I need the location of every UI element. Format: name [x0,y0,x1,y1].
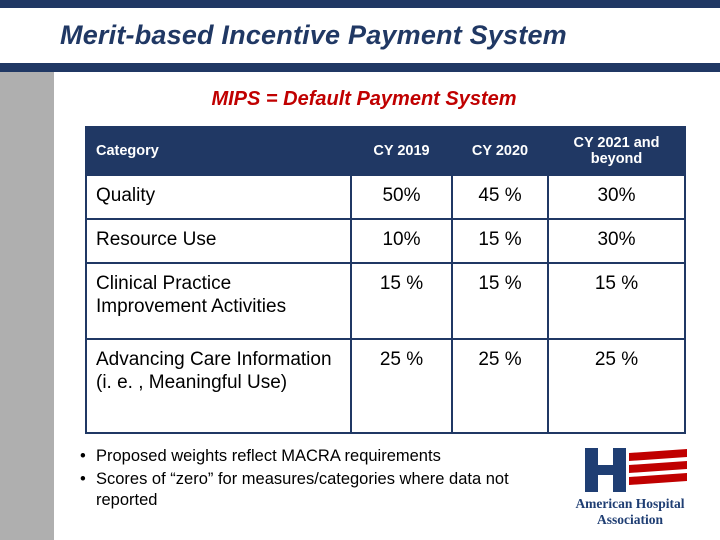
top-border-bar [0,0,720,8]
header-cy2021-beyond: CY 2021 and beyond [547,126,686,176]
bullet-marker: • [80,470,86,489]
bullet-item: • Proposed weights reflect MACRA require… [80,446,545,467]
header-cy2019: CY 2019 [350,126,453,176]
table-row-clinical-practice: Clinical Practice Improvement Activities… [85,262,686,340]
bullet-text: Scores of “zero” for measures/categories… [96,470,509,510]
value-cell: 30% [547,218,686,264]
mips-weights-table: Category CY 2019 CY 2020 CY 2021 and bey… [85,126,686,434]
category-cell: Resource Use [85,218,352,264]
bullet-text: Proposed weights reflect MACRA requireme… [96,447,441,465]
bullet-list: • Proposed weights reflect MACRA require… [80,446,545,513]
header-category: Category [85,126,352,176]
value-cell: 30% [547,174,686,220]
category-cell: Clinical Practice Improvement Activities [85,262,352,340]
value-cell: 25 % [451,338,549,434]
category-cell: Advancing Care Information (i. e. , Mean… [85,338,352,434]
value-cell: 15 % [350,262,453,340]
value-cell: 50% [350,174,453,220]
bullet-item: • Scores of “zero” for measures/categori… [80,469,545,511]
table-row-advancing-care: Advancing Care Information (i. e. , Mean… [85,338,686,434]
value-cell: 25 % [350,338,453,434]
aha-h-flag-icon [585,448,687,492]
value-cell: 25 % [547,338,686,434]
value-cell: 15 % [451,218,549,264]
table-row-resource-use: Resource Use 10% 15 % 30% [85,218,686,264]
aha-logo: American Hospital Association [563,447,697,527]
bullet-marker: • [80,447,86,465]
value-cell: 10% [350,218,453,264]
table-row-quality: Quality 50% 45 % 30% [85,174,686,220]
left-margin-strip [0,72,54,540]
aha-logo-line2: Association [596,511,663,527]
value-cell: 45 % [451,174,549,220]
slide-subtitle: MIPS = Default Payment System [211,88,517,110]
title-underline-bar [0,63,720,72]
category-cell: Quality [85,174,352,220]
aha-logo-text: American Hospital Association [563,496,697,527]
slide-title: Merit-based Incentive Payment System [60,20,567,50]
value-cell: 15 % [547,262,686,340]
table-header-row: Category CY 2019 CY 2020 CY 2021 and bey… [85,126,686,176]
value-cell: 15 % [451,262,549,340]
header-cy2020: CY 2020 [451,126,549,176]
aha-logo-line1: American Hospital [575,496,685,511]
